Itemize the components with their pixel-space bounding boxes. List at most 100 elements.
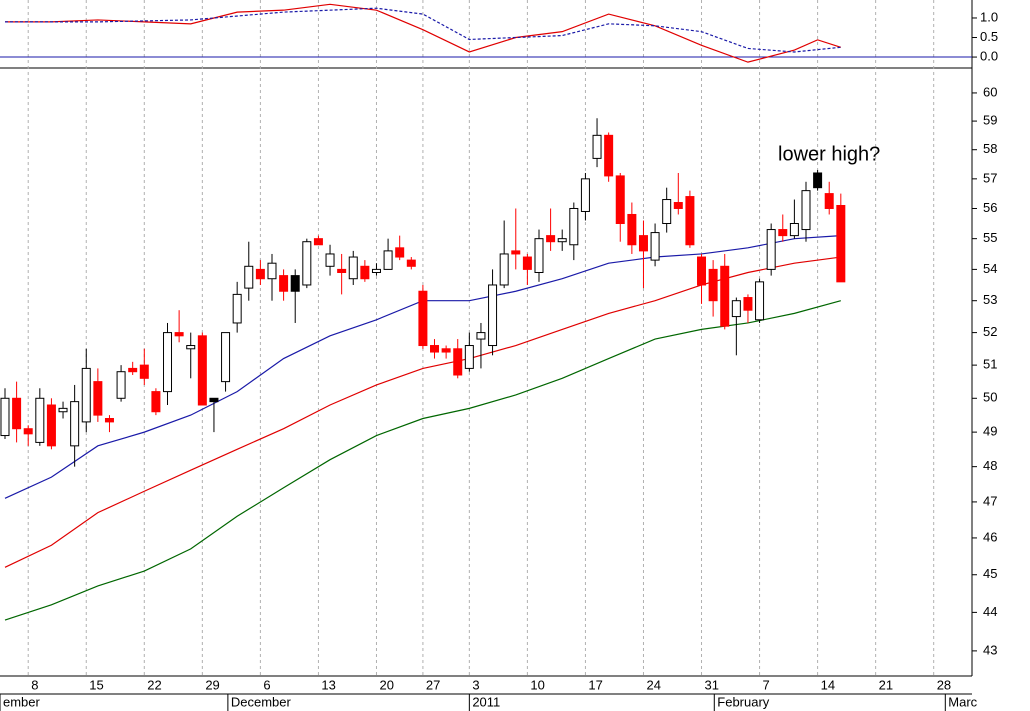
candle-body <box>360 265 370 280</box>
candle-body <box>673 202 683 209</box>
candle-body <box>801 190 811 231</box>
candle-body <box>488 284 498 347</box>
x-tick-label: 13 <box>321 677 335 692</box>
candle-body <box>255 268 265 280</box>
y-tick-label: 53 <box>983 292 997 307</box>
indicator-line <box>4 3 842 63</box>
y-tick-label: 49 <box>983 424 997 439</box>
candle-body <box>627 213 637 246</box>
month-label: ember <box>3 694 41 709</box>
candle-body <box>453 348 463 376</box>
x-tick-label: 24 <box>646 677 660 692</box>
candle-body <box>557 238 567 243</box>
y-tick-label: 51 <box>983 357 997 372</box>
y-tick-label: 1.0 <box>980 9 998 24</box>
indicator-line <box>4 7 841 53</box>
candle-body <box>313 238 323 246</box>
x-tick-label: 21 <box>879 677 893 692</box>
x-tick-label: 28 <box>937 677 951 692</box>
x-tick-label: 8 <box>31 677 38 692</box>
annotation: lower high? <box>778 143 880 165</box>
candle-body <box>232 293 242 324</box>
candle-body <box>615 175 625 225</box>
x-tick-label: 31 <box>705 677 719 692</box>
y-tick-label: 44 <box>983 604 997 619</box>
candle-body <box>778 229 788 237</box>
candle-body <box>221 332 231 383</box>
x-tick-label: 3 <box>472 677 479 692</box>
candle-body <box>116 371 126 399</box>
candle-body <box>662 199 672 225</box>
candle-body <box>731 300 741 318</box>
candle-body <box>464 345 474 369</box>
y-tick-label: 48 <box>983 458 997 473</box>
candle-body <box>58 407 68 413</box>
candle-body <box>197 335 207 406</box>
x-tick-label: 20 <box>379 677 393 692</box>
candle-body <box>325 253 335 267</box>
candle-body <box>766 229 776 270</box>
candle-body <box>70 401 80 447</box>
y-tick-label: 43 <box>983 642 997 657</box>
y-tick-label: 50 <box>983 390 997 405</box>
candle-body <box>743 297 753 311</box>
x-tick-label: 29 <box>205 677 219 692</box>
x-tick-label: 17 <box>588 677 602 692</box>
y-tick-label: 47 <box>983 493 997 508</box>
y-tick-label: 45 <box>983 566 997 581</box>
x-tick-label: 10 <box>530 677 544 692</box>
candle-body <box>580 178 590 212</box>
candle-body <box>348 256 358 280</box>
candle-body <box>430 345 440 353</box>
candle-body <box>755 281 765 321</box>
candle-body <box>0 397 10 437</box>
candle-body <box>650 232 660 261</box>
candle-body <box>697 256 707 286</box>
candle-body <box>209 397 219 403</box>
candle-body <box>337 268 347 273</box>
candle-body <box>813 172 823 189</box>
x-tick-label: 6 <box>263 677 270 692</box>
candle-body <box>522 256 532 270</box>
x-tick-label: 14 <box>821 677 835 692</box>
y-tick-label: 58 <box>983 141 997 156</box>
y-tick-label: 60 <box>983 84 997 99</box>
candle-body <box>12 397 22 430</box>
candle-body <box>93 381 103 416</box>
candle-body <box>81 367 91 423</box>
candle-body <box>128 367 138 373</box>
month-label: February <box>717 694 770 709</box>
candle-body <box>186 345 196 350</box>
candle-body <box>499 253 509 286</box>
candle-body <box>592 134 602 159</box>
candle-body <box>418 290 428 347</box>
x-tick-label: 22 <box>147 677 161 692</box>
candle-body <box>279 275 289 292</box>
candle-body <box>290 275 300 292</box>
candle-body <box>720 265 730 327</box>
y-tick-label: 59 <box>983 113 997 128</box>
candle-body <box>174 332 184 337</box>
x-tick-label: 27 <box>426 677 440 692</box>
candle-body <box>534 238 544 273</box>
candle-body <box>383 250 393 270</box>
y-tick-label: 52 <box>983 324 997 339</box>
x-tick-label: 15 <box>89 677 103 692</box>
y-tick-label: 56 <box>983 200 997 215</box>
y-tick-label: 54 <box>983 261 997 276</box>
candle-body <box>267 262 277 280</box>
y-tick-label: 55 <box>983 230 997 245</box>
candle-body <box>708 268 718 302</box>
moving-average <box>4 300 841 621</box>
candle-body <box>151 391 161 413</box>
candle-body <box>139 364 149 379</box>
candle-body <box>395 247 405 258</box>
candle-body <box>569 207 579 246</box>
candle-body <box>406 259 416 267</box>
y-tick-label: 0.5 <box>980 29 998 44</box>
candle-body <box>836 204 846 283</box>
candle-body <box>685 196 695 246</box>
candle-body <box>789 223 799 237</box>
candle-body <box>244 265 254 289</box>
